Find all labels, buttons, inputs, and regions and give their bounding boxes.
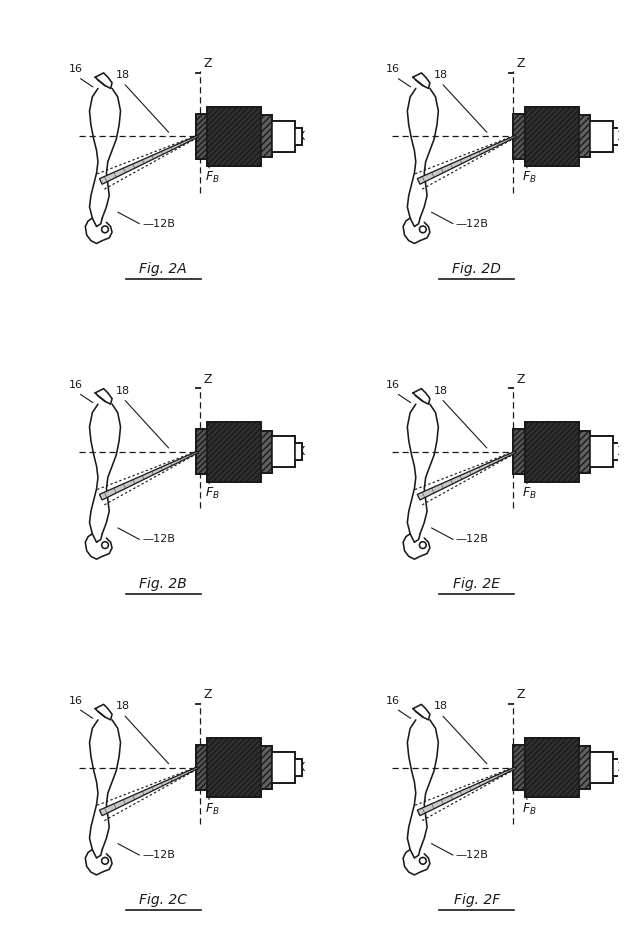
Text: 18: 18: [434, 70, 448, 80]
Text: X: X: [611, 445, 620, 459]
Polygon shape: [513, 430, 525, 474]
Text: $F_B$: $F_B$: [205, 802, 220, 816]
Polygon shape: [513, 745, 525, 790]
Text: Z: Z: [204, 689, 212, 702]
Polygon shape: [196, 422, 302, 482]
Polygon shape: [272, 436, 295, 468]
Polygon shape: [417, 451, 516, 500]
Text: X: X: [611, 761, 620, 774]
Text: Z: Z: [204, 57, 212, 70]
Circle shape: [102, 857, 108, 864]
Text: 16: 16: [68, 380, 83, 391]
Polygon shape: [261, 747, 272, 788]
Polygon shape: [525, 738, 579, 797]
Text: Z: Z: [517, 57, 525, 70]
Polygon shape: [579, 115, 590, 158]
Polygon shape: [579, 747, 590, 788]
Text: Z: Z: [517, 373, 525, 386]
Polygon shape: [513, 106, 620, 166]
Text: Fig. 2B: Fig. 2B: [140, 578, 187, 592]
Text: Z: Z: [204, 373, 212, 386]
Text: X: X: [297, 130, 306, 143]
Polygon shape: [612, 760, 620, 776]
Text: $F_B$: $F_B$: [205, 170, 220, 185]
Text: 16: 16: [387, 64, 400, 75]
Text: 18: 18: [116, 386, 131, 396]
Text: 18: 18: [116, 70, 131, 80]
Text: Fig. 2F: Fig. 2F: [454, 893, 500, 907]
Polygon shape: [295, 444, 302, 460]
Polygon shape: [513, 114, 525, 158]
Text: Fig. 2A: Fig. 2A: [140, 262, 187, 276]
Circle shape: [102, 541, 108, 549]
Polygon shape: [207, 106, 261, 166]
Text: $F_B$: $F_B$: [522, 170, 537, 185]
Text: 18: 18: [434, 702, 448, 711]
Text: —12B: —12B: [142, 850, 175, 860]
Circle shape: [102, 226, 108, 233]
Text: $F_B$: $F_B$: [522, 486, 537, 500]
Polygon shape: [261, 115, 272, 158]
Polygon shape: [525, 106, 579, 166]
Polygon shape: [272, 120, 295, 152]
Polygon shape: [417, 135, 516, 185]
Text: 16: 16: [387, 696, 400, 706]
Text: —12B: —12B: [142, 219, 175, 228]
Polygon shape: [612, 444, 620, 460]
Polygon shape: [513, 738, 620, 797]
Polygon shape: [579, 431, 590, 473]
Text: —12B: —12B: [142, 534, 175, 544]
Polygon shape: [207, 738, 261, 797]
Polygon shape: [99, 451, 198, 500]
Text: $F_B$: $F_B$: [205, 486, 220, 500]
Polygon shape: [196, 430, 207, 474]
Polygon shape: [295, 760, 302, 776]
Polygon shape: [196, 745, 207, 790]
Polygon shape: [272, 752, 295, 783]
Text: X: X: [297, 445, 306, 459]
Polygon shape: [295, 128, 302, 144]
Polygon shape: [590, 436, 612, 468]
Text: X: X: [611, 130, 620, 143]
Text: —12B: —12B: [456, 850, 488, 860]
Polygon shape: [207, 422, 261, 482]
Text: 18: 18: [116, 702, 131, 711]
Polygon shape: [261, 431, 272, 473]
Polygon shape: [196, 114, 207, 158]
Text: Fig. 2C: Fig. 2C: [140, 893, 188, 907]
Text: 18: 18: [434, 386, 448, 396]
Text: 16: 16: [387, 380, 400, 391]
Text: Z: Z: [517, 689, 525, 702]
Polygon shape: [196, 738, 302, 797]
Polygon shape: [196, 106, 302, 166]
Polygon shape: [513, 422, 620, 482]
Polygon shape: [99, 767, 198, 816]
Text: Fig. 2D: Fig. 2D: [452, 262, 501, 276]
Text: Fig. 2E: Fig. 2E: [453, 578, 500, 592]
Circle shape: [419, 541, 426, 549]
Text: 16: 16: [68, 696, 83, 706]
Text: —12B: —12B: [456, 534, 488, 544]
Polygon shape: [525, 422, 579, 482]
Polygon shape: [417, 767, 516, 816]
Circle shape: [419, 857, 426, 864]
Text: —12B: —12B: [456, 219, 488, 228]
Polygon shape: [590, 120, 612, 152]
Polygon shape: [99, 135, 198, 185]
Text: $F_B$: $F_B$: [522, 802, 537, 816]
Circle shape: [419, 226, 426, 233]
Polygon shape: [590, 752, 612, 783]
Text: X: X: [297, 761, 306, 774]
Polygon shape: [612, 128, 620, 144]
Text: 16: 16: [68, 64, 83, 75]
